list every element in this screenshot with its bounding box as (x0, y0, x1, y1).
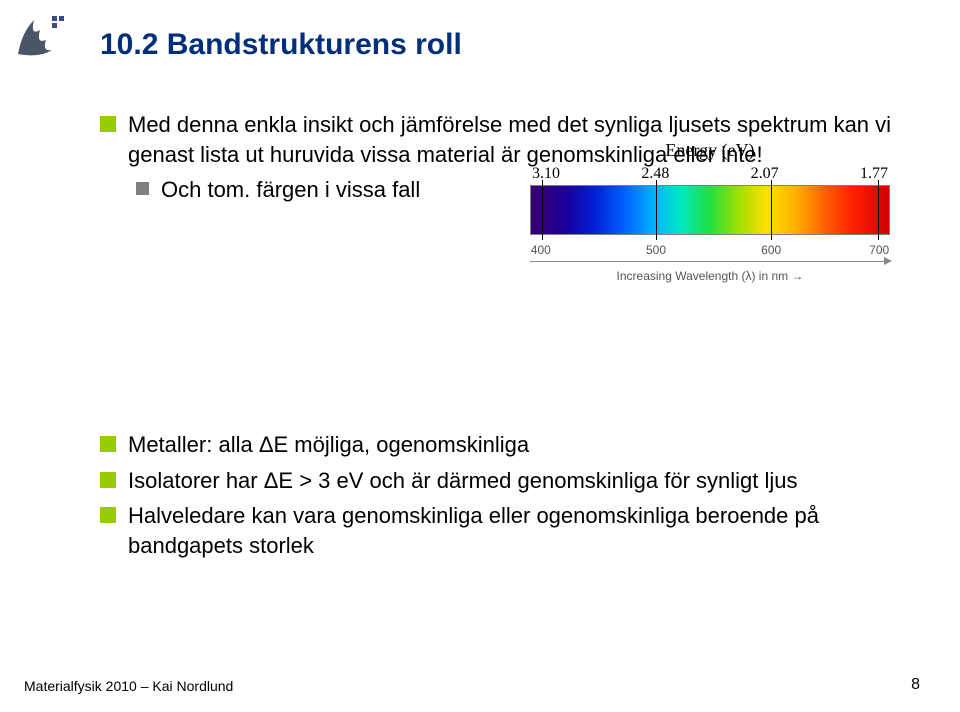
energy-tick: 3.10 (532, 165, 560, 183)
page-title: 10.2 Bandstrukturens roll (100, 28, 920, 62)
flame-logo (12, 12, 66, 60)
footer-text: Materialfysik 2010 – Kai Nordlund (24, 678, 233, 694)
bullet-text: Och tom. färgen i vissa fall (161, 175, 420, 205)
tick-line (542, 180, 543, 240)
axis-line (530, 261, 890, 262)
energy-tick: 2.07 (751, 165, 779, 183)
wavelength-tick: 400 (531, 243, 551, 257)
tick-line (878, 180, 879, 240)
arrow-right-icon (884, 257, 892, 265)
energy-tick: 1.77 (860, 165, 888, 183)
bullet-square-icon (100, 436, 116, 452)
bullet-square-small-icon (136, 182, 149, 195)
bullet-item: Halveledare kan vara genomskinliga eller… (100, 501, 900, 560)
wavelength-tick: 500 (646, 243, 666, 257)
bullet-text: Halveledare kan vara genomskinliga eller… (128, 501, 900, 560)
bullet-square-icon (100, 472, 116, 488)
tick-line (771, 180, 772, 240)
bullet-item: Isolatorer har ΔE > 3 eV och är därmed g… (100, 466, 900, 496)
wavelength-tick: 700 (869, 243, 889, 257)
spectrum-figure: Energy (eV) 3.10 2.48 2.07 1.77 400 500 60… (530, 140, 890, 281)
bullet-item: Metaller: alla ΔE möjliga, ogenomskinlig… (100, 430, 900, 460)
bullet-block-2: Metaller: alla ΔE möjliga, ogenomskinlig… (100, 430, 900, 567)
energy-axis-label: Energy (eV) (530, 140, 890, 161)
bullet-text: Metaller: alla ΔE möjliga, ogenomskinlig… (128, 430, 529, 460)
wavelength-tick: 600 (761, 243, 781, 257)
bullet-square-icon (100, 507, 116, 523)
tick-line (656, 180, 657, 240)
energy-ticks: 3.10 2.48 2.07 1.77 (530, 165, 890, 185)
bullet-square-icon (100, 116, 116, 132)
page-number: 8 (911, 676, 920, 694)
wavelength-axis: 400 500 600 700 Increasing Wavelength (λ) i… (530, 241, 890, 281)
wavelength-axis-label: Increasing Wavelength (λ) in nm → (530, 269, 890, 283)
bullet-text: Isolatorer har ΔE > 3 eV och är därmed g… (128, 466, 798, 496)
visible-spectrum-bar (530, 185, 890, 235)
